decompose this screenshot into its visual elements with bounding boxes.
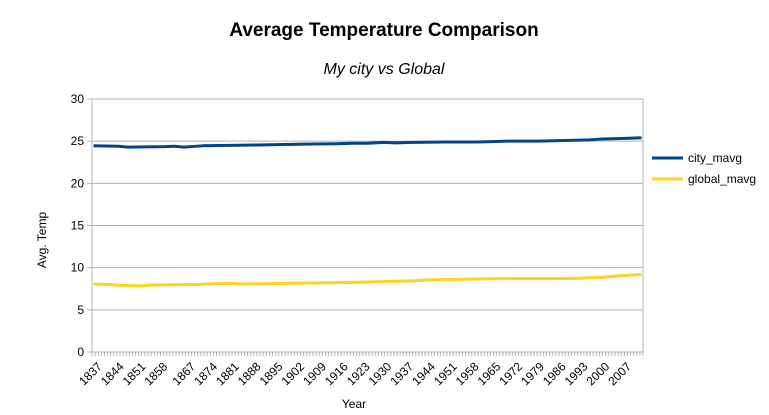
series-line-global_mavg [93,272,642,288]
legend-item-city: city_mavg [652,151,742,165]
chart-subtitle: My city vs Global [324,61,445,78]
x-tick-label: 1986 [540,359,569,388]
series-lines [93,136,642,288]
x-tick-label: 1916 [322,359,351,388]
x-tick-label: 1837 [76,359,105,388]
y-tick-label: 25 [71,134,85,148]
axes [87,98,644,356]
x-tick-label: 1874 [191,359,220,388]
x-tick-label: 1937 [387,359,416,388]
x-tick-label: 1888 [235,359,264,388]
x-tick-label: 2000 [584,359,613,388]
x-tick-label: 1858 [141,359,170,388]
y-tick-label: 30 [71,92,85,106]
y-tick-label: 10 [71,261,85,275]
x-tick-label: 1930 [366,359,395,388]
x-tick-label: 1881 [213,359,242,388]
x-tick-label: 1979 [518,359,547,388]
x-tick-label: 1867 [170,359,199,388]
x-tick-label: 1844 [98,359,127,388]
y-tick-label: 5 [77,303,84,317]
gridlines [92,98,643,311]
x-tick-label: 1993 [562,359,591,388]
x-axis-label: Year [342,397,366,411]
x-tick-label: 1972 [496,359,525,388]
legend-item-global: global_mavg [652,172,756,186]
x-tick-label: 1923 [344,359,373,388]
chart-title: Average Temperature Comparison [229,20,538,41]
x-tick-label: 1851 [120,359,149,388]
legend-label-city: city_mavg [688,151,742,165]
y-tick-labels: 0 5 10 15 20 25 30 [71,92,85,359]
x-tick-label: 1958 [453,359,482,388]
series-line-city_mavg [93,136,642,149]
x-tick-label: 1895 [257,359,286,388]
y-tick-label: 0 [77,345,84,359]
legend-label-global: global_mavg [688,172,756,186]
legend: city_mavg global_mavg [652,151,756,186]
y-axis-label: Avg. Temp [35,212,49,269]
x-tick-label: 1944 [409,359,438,388]
x-tick-label: 1902 [278,359,307,388]
x-tick-label: 1909 [300,359,329,388]
x-tick-label: 2007 [605,359,634,388]
y-tick-label: 20 [71,176,85,190]
x-tick-label: 1951 [431,359,460,388]
x-tick-label: 1965 [475,359,504,388]
y-tick-label: 15 [71,219,85,233]
